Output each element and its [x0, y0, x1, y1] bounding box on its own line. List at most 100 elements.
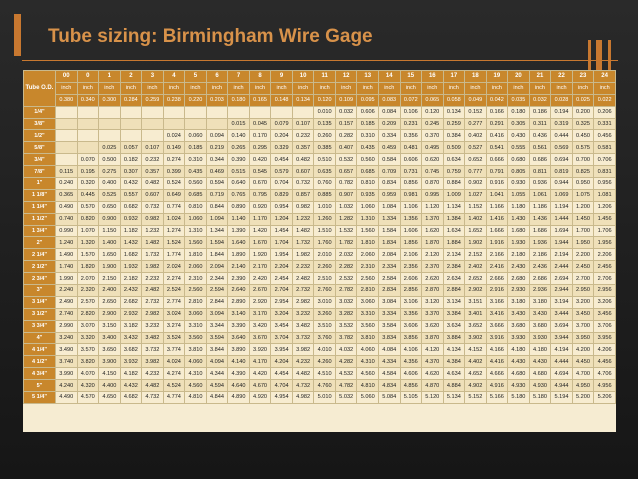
inner-diameter-cell: 1.232 [141, 224, 164, 238]
inner-diameter-cell: 0.482 [291, 153, 315, 167]
inner-diameter-cell: 0.555 [507, 141, 530, 155]
wall-thickness-cell: 0.220 [184, 93, 207, 107]
inner-diameter-cell: 3.844 [205, 343, 229, 357]
inner-diameter-cell: 3.166 [485, 295, 509, 309]
inner-diameter-cell: 0.219 [205, 141, 229, 155]
wall-thickness-cell: 0.340 [76, 93, 100, 107]
inner-diameter-cell: 1.694 [550, 224, 573, 238]
unit-header-cell: inch [377, 81, 401, 95]
inner-diameter-cell: 1.274 [162, 224, 186, 238]
inner-diameter-cell: 0.025 [98, 141, 121, 155]
gauge-header-cell: 19 [485, 70, 509, 83]
inner-diameter-cell: 1.282 [334, 212, 358, 226]
inner-diameter-cell: 2.682 [119, 295, 143, 309]
inner-diameter-cell: 2.416 [485, 260, 509, 274]
wall-thickness-cell: 0.028 [550, 93, 573, 107]
tube-od-cell: 3/8" [23, 117, 56, 131]
inner-diameter-cell: 4.930 [528, 379, 552, 393]
inner-diameter-cell: 3.454 [270, 319, 293, 333]
inner-diameter-cell: 3.944 [550, 331, 573, 345]
inner-diameter-cell: 2.704 [270, 284, 293, 297]
inner-diameter-cell: 1.041 [485, 188, 509, 202]
inner-diameter-cell: 3.106 [399, 295, 423, 309]
inner-diameter-cell: 0.954 [270, 200, 293, 214]
inner-diameter-cell: 1.094 [205, 212, 229, 226]
inner-diameter-cell: 1.620 [421, 224, 444, 238]
inner-diameter-cell: 4.890 [227, 391, 250, 404]
inner-diameter-cell: 0.274 [162, 153, 186, 167]
inner-diameter-cell: 0.344 [205, 153, 229, 167]
tube-od-cell: 3/4" [23, 153, 56, 167]
inner-diameter-cell: 4.954 [270, 391, 293, 404]
inner-diameter-cell: 1.027 [464, 188, 487, 202]
inner-diameter-cell: 1.334 [377, 212, 401, 226]
inner-diameter-cell: 1.186 [528, 200, 552, 214]
inner-diameter-cell: 3.094 [205, 307, 229, 321]
inner-diameter-cell: 2.782 [334, 284, 358, 297]
table-row: 3 1/2" 2.740 2.820 2.900 2.932 2.982 3.024 3.06… [23, 307, 616, 321]
inner-diameter-cell: 2.932 [119, 307, 143, 321]
inner-diameter-cell: 0.870 [421, 177, 444, 190]
unit-header-cell: inch [119, 81, 143, 95]
inner-diameter-cell: 3.932 [119, 355, 143, 369]
inner-diameter-cell: 2.482 [291, 272, 315, 286]
inner-diameter-cell: 1.120 [421, 200, 444, 214]
inner-diameter-cell: 3.584 [377, 319, 401, 333]
inner-diameter-cell: 0.740 [55, 212, 78, 226]
inner-diameter-cell: 2.820 [76, 307, 100, 321]
gauge-header-cell: 0 [76, 70, 100, 83]
inner-diameter-cell: 1.634 [442, 224, 466, 238]
inner-diameter-cell: 0.685 [356, 165, 379, 179]
inner-diameter-cell: 2.884 [442, 284, 466, 297]
tube-od-cell: 3 1/4" [23, 295, 56, 309]
inner-diameter-cell: 0.884 [442, 177, 466, 190]
inner-diameter-cell: 2.320 [76, 284, 100, 297]
inner-diameter-cell: 0.436 [528, 129, 552, 143]
inner-diameter-cell: 0.166 [485, 105, 509, 119]
inner-diameter-cell: 3.956 [593, 331, 616, 345]
inner-diameter-cell: 3.870 [421, 331, 444, 345]
inner-diameter-cell: 5.194 [550, 391, 573, 404]
inner-diameter-cell: 3.652 [464, 319, 487, 333]
inner-diameter-cell: 0.560 [184, 177, 207, 190]
inner-diameter-cell: 2.652 [464, 272, 487, 286]
inner-diameter-cell: 4.584 [377, 367, 401, 381]
inner-diameter-cell: 1.482 [291, 224, 315, 238]
inner-diameter-cell: 1.070 [76, 224, 100, 238]
unit-header-cell: inch [442, 81, 466, 95]
inner-diameter-cell: 2.810 [184, 295, 207, 309]
inner-diameter-cell: 3.774 [162, 343, 186, 357]
inner-diameter-cell: 2.260 [313, 260, 336, 274]
inner-diameter-cell: 0.995 [421, 188, 444, 202]
inner-diameter-cell: 2.232 [141, 272, 164, 286]
inner-diameter-cell: 0.694 [550, 153, 573, 167]
inner-diameter-cell: 2.982 [141, 307, 164, 321]
inner-diameter-cell: 3.482 [291, 319, 315, 333]
inner-diameter-cell: 3.356 [399, 307, 423, 321]
inner-diameter-cell: 4.134 [442, 343, 466, 357]
inner-diameter-cell: 2.282 [334, 260, 358, 274]
inner-diameter-cell: 1.152 [464, 200, 487, 214]
inner-diameter-cell: 1.150 [98, 224, 121, 238]
inner-diameter-cell: 0.400 [98, 177, 121, 190]
inner-diameter-cell: 4.680 [528, 367, 552, 381]
inner-diameter-cell: 2.620 [421, 272, 444, 286]
inner-diameter-cell: 0.640 [227, 177, 250, 190]
tube-od-cell: 7/8" [23, 165, 56, 179]
inner-diameter-cell: 1.430 [507, 212, 530, 226]
inner-diameter-cell: 3.916 [485, 331, 509, 345]
inner-diameter-cell: 0.700 [571, 153, 595, 167]
inner-diameter-cell: 0.024 [162, 129, 186, 143]
inner-diameter-cell: 1.200 [571, 200, 595, 214]
inner-diameter-cell: 1.081 [593, 188, 616, 202]
inner-diameter-cell [76, 117, 100, 131]
inner-diameter-cell: 2.670 [248, 284, 272, 297]
inner-diameter-cell: 4.490 [55, 391, 78, 404]
inner-diameter-cell: 1.956 [593, 236, 616, 250]
table-row: 3" 2.240 2.320 2.400 2.432 2.482 2.524 2.560 2.5… [23, 284, 616, 297]
inner-diameter-cell: 4.950 [571, 379, 595, 393]
inner-diameter-cell: 2.420 [248, 272, 272, 286]
inner-diameter-cell: 4.310 [184, 367, 207, 381]
inner-diameter-cell: 1.950 [571, 236, 595, 250]
unit-header-cell: inch [162, 81, 186, 95]
